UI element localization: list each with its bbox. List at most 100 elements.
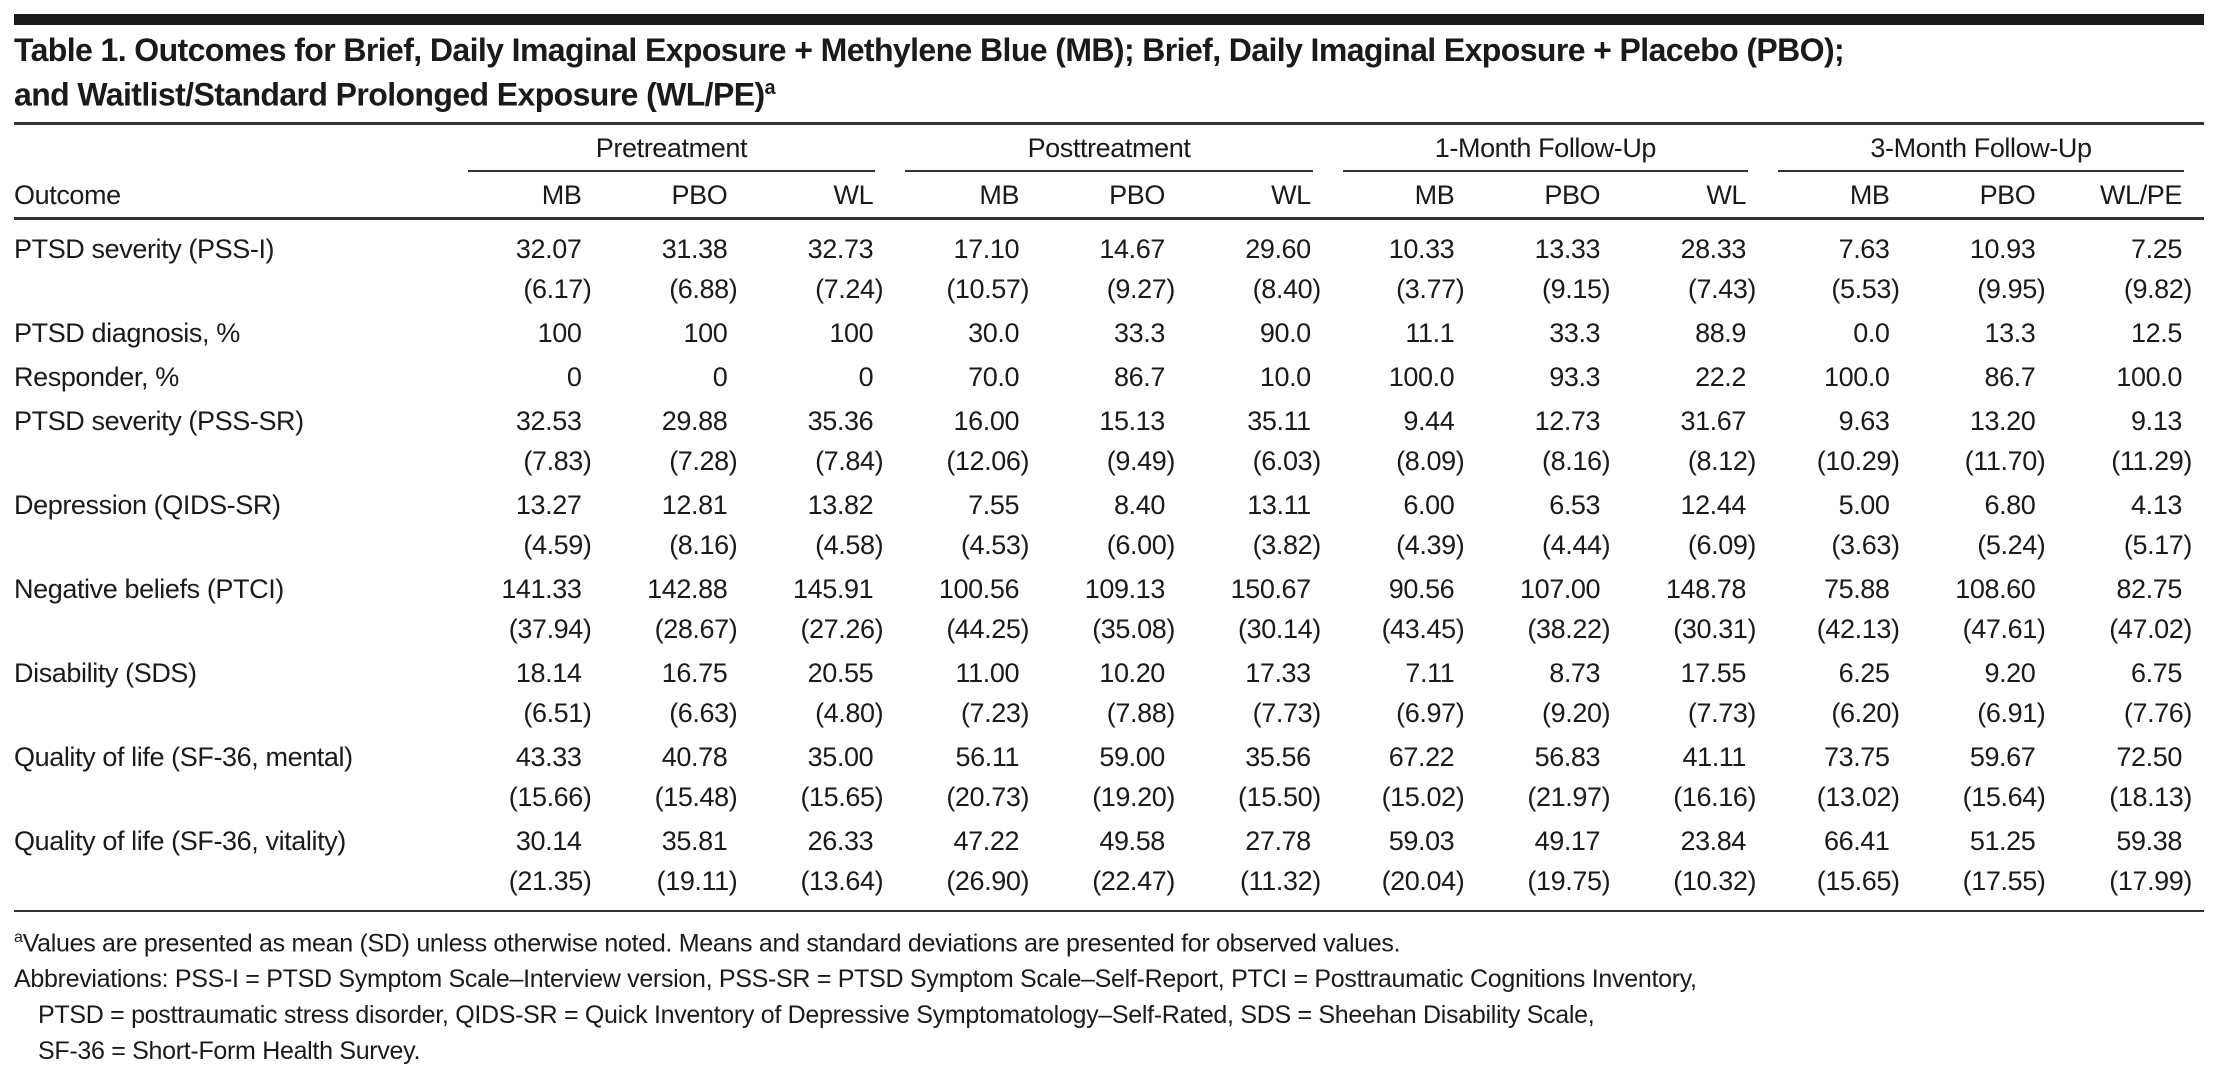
mean-value: 109.13 [1084,574,1166,605]
sd-value: (30.14) [1238,614,1321,645]
sd-value: (6.03) [1252,446,1322,477]
sd-value: (8.16) [1542,446,1611,477]
mean-value: 10.20 [1099,658,1165,689]
mean-value: 35.81 [661,826,728,857]
sd-value: (20.73) [946,782,1030,813]
mean-value: 17.10 [953,234,1020,265]
sd-value: (15.50) [1238,782,1321,813]
mean-value: 73.75 [1823,742,1890,773]
mean-value: 11.00 [955,658,1020,689]
mean-value: 35.36 [807,406,874,437]
mean-value: 100.56 [938,574,1020,605]
group-label: Pretreatment [467,133,876,172]
mean-value: 70.0 [968,362,1020,393]
title-line-2: and Waitlist/Standard Prolonged Exposure… [14,69,2204,114]
sd-value: (7.88) [1106,698,1176,729]
sd-value: (9.49) [1106,446,1176,477]
mean-value: 32.07 [515,234,582,265]
column-header: MB [1768,171,1912,220]
outcome-label: PTSD diagnosis, % [14,318,240,349]
mean-value: 7.55 [968,490,1020,521]
mean-value: 148.78 [1665,574,1747,605]
group-header-row: Pretreatment Posttreatment 1-Month Follo… [14,125,2204,172]
mean-value: 32.53 [515,406,582,437]
mean-value: 12.73 [1534,406,1601,437]
group-header-blank [14,125,458,172]
mean-value: 7.11 [1405,658,1455,689]
sd-value: (4.59) [523,530,592,561]
table-row: Disability (SDS) 18.14 16.75 20.55 11.00 10.2… [14,650,2204,694]
mean-value: 13.20 [1969,406,2036,437]
mean-value: 33.3 [1549,318,1601,349]
mean-value: 0.0 [1853,318,1890,349]
mean-value: 9.44 [1403,406,1455,437]
top-rule [14,14,2204,25]
sd-value: (12.06) [946,446,1030,477]
outcome-label: Disability (SDS) [14,658,197,689]
mean-value: 30.0 [968,318,1020,349]
sd-value: (44.25) [946,614,1030,645]
mean-value: 67.22 [1388,742,1455,773]
group-header-1-month: 1-Month Follow-Up [1333,125,1768,172]
mean-value: 41.11 [1682,742,1747,773]
mean-value: 0 [712,362,728,393]
mean-value: 82.75 [2116,574,2182,605]
abbreviations-line-2: PTSD = posttraumatic stress disorder, QI… [38,1000,1595,1029]
empty-label [14,442,458,482]
mean-value: 6.80 [1984,490,2036,521]
column-header: MB [895,171,1042,220]
sd-value: (4.58) [815,530,884,561]
mean-value: 10.0 [1259,362,1311,393]
mean-value: 90.0 [1259,318,1311,349]
mean-value: 29.88 [661,406,728,437]
empty-label [14,694,458,734]
mean-value: 26.33 [807,826,874,857]
sd-value: (15.65) [800,782,884,813]
mean-value: 49.58 [1099,826,1165,857]
sd-value: (6.17) [523,274,592,305]
mean-value: 59.00 [1099,742,1165,773]
mean-value: 9.20 [1984,658,2036,689]
sd-value: (6.20) [1831,698,1900,729]
mean-value: 11.1 [1405,318,1455,349]
outcome-label: Negative beliefs (PTCI) [14,574,284,605]
sd-value: (27.26) [800,614,884,645]
mean-value: 100.0 [1823,362,1890,393]
mean-value: 86.7 [1984,362,2036,393]
column-header: MB [457,171,604,220]
mean-value: 28.33 [1680,234,1747,265]
mean-value: 100 [537,318,582,349]
table-row: PTSD severity (PSS-I) 32.07 31.38 32.73 17.1… [14,218,2204,270]
mean-value: 13.27 [515,490,582,521]
mean-value: 0 [566,362,582,393]
mean-value: 35.11 [1247,406,1311,437]
group-header-posttreatment: Posttreatment [895,125,1333,172]
outcome-label: Depression (QIDS-SR) [14,490,281,521]
mean-value: 23.84 [1680,826,1747,857]
mean-value: 100.0 [1388,362,1455,393]
sd-value: (28.67) [654,614,738,645]
mean-value: 31.38 [661,234,728,265]
group-header-3-month: 3-Month Follow-Up [1768,125,2204,172]
table-row-sd: (4.59) (8.16) (4.58) (4.53) (6.00) (3.82) (4.3… [14,526,2204,566]
sd-value: (22.47) [1092,866,1175,897]
mean-value: 107.00 [1519,574,1601,605]
sd-value: (8.40) [1252,274,1322,305]
mean-value: 10.93 [1969,234,2036,265]
mean-value: 31.67 [1680,406,1747,437]
table-row-sd: (7.83) (7.28) (7.84) (12.06) (9.49) (6.03) (8.… [14,442,2204,482]
mean-value: 12.44 [1680,490,1747,521]
table-body: PTSD severity (PSS-I) 32.07 31.38 32.73 17.1… [14,218,2204,902]
mean-value: 22.2 [1695,362,1747,393]
sd-value: (15.66) [508,782,592,813]
sd-value: (3.82) [1252,530,1322,561]
mean-value: 8.73 [1549,658,1601,689]
footnote-a: aValues are presented as mean (SD) unles… [14,920,2204,961]
table-row-sd: (6.51) (6.63) (4.80) (7.23) (7.88) (7.73) (6.9… [14,694,2204,734]
mean-value: 59.03 [1388,826,1455,857]
table-row: Quality of life (SF-36, vitality) 30.14 35… [14,818,2204,862]
mean-value: 142.88 [647,574,728,605]
mean-value: 6.53 [1549,490,1601,521]
mean-value: 17.33 [1245,658,1311,689]
